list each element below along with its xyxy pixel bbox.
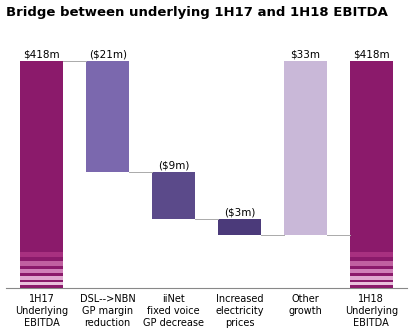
Bar xyxy=(20,269,63,273)
Text: $418m: $418m xyxy=(24,49,60,59)
Bar xyxy=(152,172,195,219)
Text: $33m: $33m xyxy=(290,49,320,59)
Bar xyxy=(20,282,63,286)
Text: ($21m): ($21m) xyxy=(89,49,127,59)
Bar xyxy=(350,269,393,273)
Bar xyxy=(20,252,63,258)
Bar xyxy=(350,261,393,266)
Bar xyxy=(350,61,393,334)
Bar xyxy=(350,252,393,258)
Text: ($9m): ($9m) xyxy=(158,160,189,170)
Bar xyxy=(86,61,129,172)
Bar xyxy=(20,242,63,248)
Text: ($3m): ($3m) xyxy=(224,208,255,218)
Bar xyxy=(20,277,63,280)
Bar xyxy=(350,277,393,280)
Bar xyxy=(20,261,63,266)
Bar xyxy=(284,61,327,235)
Bar xyxy=(350,282,393,286)
Bar xyxy=(218,219,261,235)
Text: $418m: $418m xyxy=(353,49,389,59)
Text: Bridge between underlying 1H17 and 1H18 EBITDA: Bridge between underlying 1H17 and 1H18 … xyxy=(5,6,387,19)
Bar xyxy=(350,242,393,248)
Bar xyxy=(20,61,63,334)
